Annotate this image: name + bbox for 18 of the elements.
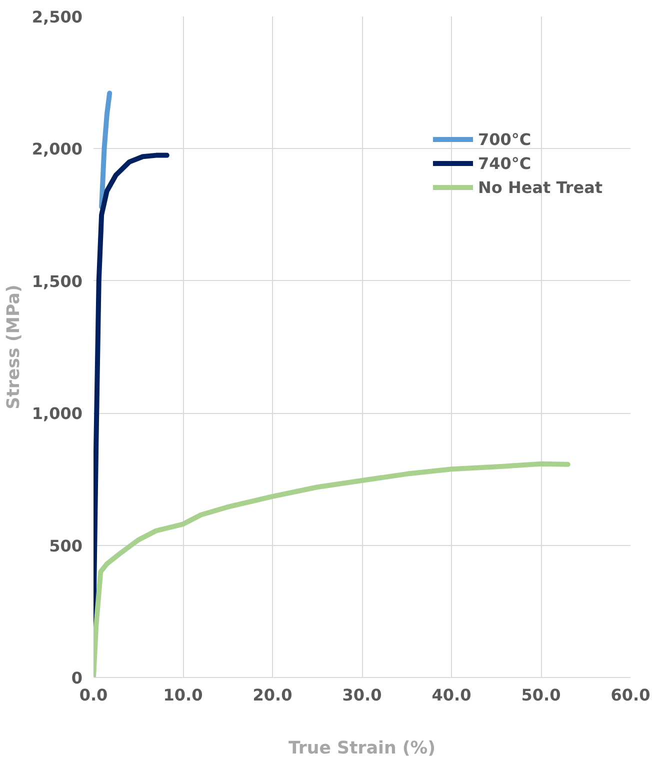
x-tick-label: 50.0 — [521, 686, 561, 704]
x-tick-label: 0.0 — [79, 686, 108, 704]
x-tick-label: 40.0 — [432, 686, 472, 704]
x-tick-label: 60.0 — [610, 686, 650, 704]
y-tick-label: 1,500 — [32, 272, 82, 291]
y-tick-label: 500 — [49, 536, 83, 556]
y-tick-label: 0 — [71, 668, 83, 688]
legend-label: No Heat Treat — [478, 178, 603, 196]
y-tick-label: 2,000 — [32, 140, 82, 159]
legend-label: 700°C — [478, 130, 532, 148]
y-tick-label: 1,000 — [32, 404, 82, 424]
y-tick-label: 2,500 — [32, 8, 82, 26]
x-tick-label: 30.0 — [342, 686, 382, 704]
x-tick-label: 20.0 — [252, 686, 292, 704]
x-tick-label: 10.0 — [163, 686, 203, 704]
y-axis-title: Stress (MPa) — [4, 284, 24, 410]
x-axis-title: True Strain (%) — [288, 738, 436, 758]
legend-label: 740°C — [478, 154, 532, 172]
